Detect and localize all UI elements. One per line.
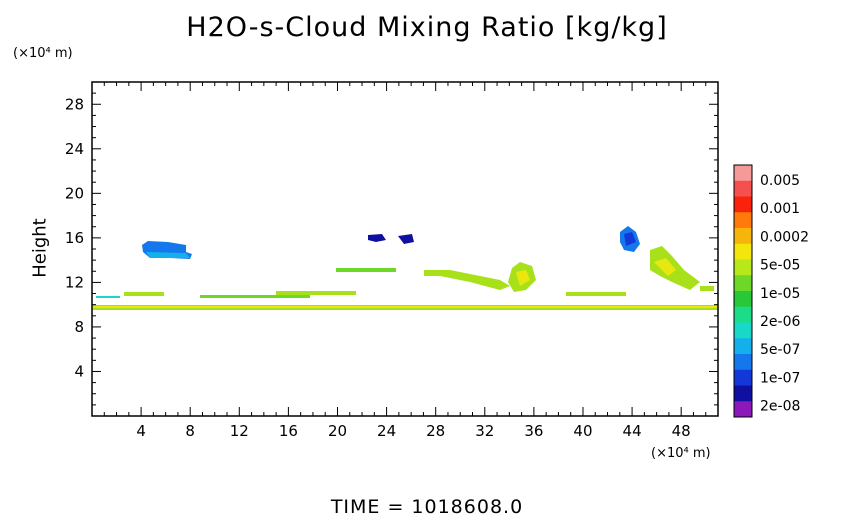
x-tick-label: 24	[377, 422, 396, 440]
colorbar-swatch	[734, 180, 752, 197]
x-tick-label: 40	[573, 422, 592, 440]
colorbar-frame	[733, 164, 753, 418]
axis-ticks	[92, 82, 718, 416]
y-tick-label: 24	[65, 140, 84, 158]
x-tick-label: 48	[672, 422, 691, 440]
y-tick-label: 28	[65, 95, 84, 113]
x-tick-label: 20	[328, 422, 347, 440]
y-tick-label: 16	[65, 229, 84, 247]
time-label: TIME = 1018608.0	[330, 496, 524, 518]
colorbar-swatch	[734, 338, 752, 355]
colorbar-label: 0.0002	[760, 229, 809, 245]
colorbar-swatch	[734, 275, 752, 292]
x-tick-label: 8	[185, 422, 195, 440]
colorbar-swatch	[734, 228, 752, 245]
cloud-mid-28-36	[424, 270, 510, 290]
y-tick-label: 12	[65, 273, 84, 291]
cloud-fragment	[200, 295, 310, 298]
colorbar-label: 1e-05	[760, 286, 800, 302]
colorbar-swatch	[734, 196, 752, 213]
x-tick-label: 32	[475, 422, 494, 440]
colorbar-swatch	[734, 369, 752, 386]
y-tick-label: 8	[74, 318, 84, 336]
x-tick-label: 36	[524, 422, 543, 440]
cloud-fragment	[336, 268, 396, 272]
colorbar-swatch	[734, 385, 752, 402]
colorbar-swatch	[734, 243, 752, 260]
colorbar-swatch	[734, 259, 752, 276]
x-tick-label: 12	[230, 422, 249, 440]
colorbar-label: 0.001	[760, 201, 800, 217]
cloud-right-46	[650, 246, 700, 290]
cloud-field	[92, 226, 718, 310]
cloud-fragment	[276, 291, 356, 295]
y-tick-labels: 4 8 12 16 20 24 28	[65, 95, 84, 380]
colorbar-label: 2e-08	[760, 399, 800, 415]
cloud-layer-base-core	[92, 306, 718, 308]
cloud-purple-24	[368, 234, 386, 242]
y-tick-label: 20	[65, 184, 84, 202]
cloud-fragment	[566, 292, 626, 296]
colorbar-label: 0.005	[760, 173, 800, 189]
colorbar-swatch	[734, 165, 752, 182]
x-tick-label: 16	[279, 422, 298, 440]
colorbar-label: 5e-05	[760, 258, 800, 274]
colorbar-swatch	[734, 212, 752, 229]
colorbar-swatch	[734, 322, 752, 339]
y-tick-label: 4	[74, 362, 84, 380]
colorbar-swatch	[734, 401, 752, 418]
colorbar-label: 2e-06	[760, 314, 800, 330]
cloud-purple-24b	[398, 234, 414, 244]
cloud-fragment	[700, 286, 714, 291]
y-unit-label: (×10⁴ m)	[13, 46, 73, 61]
x-tick-label: 4	[136, 422, 146, 440]
colorbar-label: 5e-07	[760, 342, 800, 358]
cloud-upper-left-edge	[146, 252, 190, 258]
cloud-fragment	[124, 292, 164, 296]
chart-title: H2O-s-Cloud Mixing Ratio [kg/kg]	[186, 12, 668, 43]
colorbar: 0.005 0.001 0.0002 5e-05 1e-05 2e-06 5e-07 1e-0…	[733, 164, 809, 418]
cloud-right-46-core	[654, 258, 676, 276]
colorbar-label: 1e-07	[760, 370, 800, 386]
x-tick-labels: 4 8 12 16 20 24 28 32 36 40 44 48	[136, 422, 690, 440]
x-tick-label: 28	[426, 422, 445, 440]
cloud-mid-36-core	[516, 270, 530, 286]
x-unit-label: (×10⁴ m)	[651, 446, 711, 461]
colorbar-swatch	[734, 354, 752, 371]
cloud-fragment	[96, 296, 120, 298]
cloud-upper-right-core	[624, 232, 636, 246]
colorbar-swatch	[734, 291, 752, 308]
x-tick-label: 44	[623, 422, 642, 440]
colorbar-swatch	[734, 306, 752, 323]
